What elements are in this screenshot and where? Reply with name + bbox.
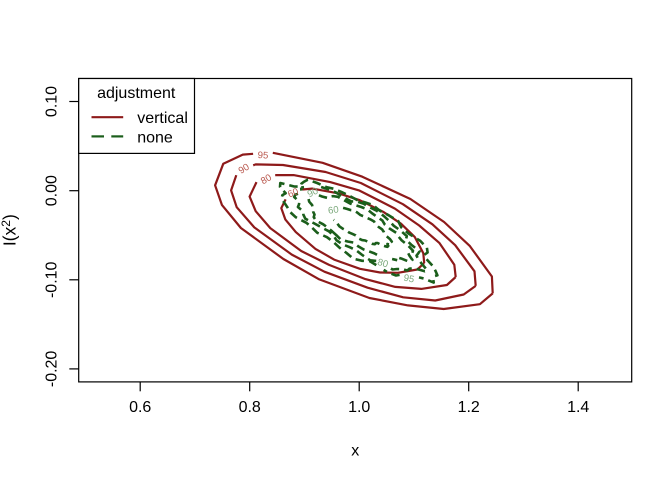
svg-text:vertical: vertical (137, 110, 188, 127)
svg-text:0.6: 0.6 (129, 399, 151, 416)
svg-text:I(x2): I(x2) (0, 214, 20, 246)
svg-text:1.0: 1.0 (348, 399, 370, 416)
svg-text:none: none (137, 129, 173, 146)
svg-text:1.4: 1.4 (567, 399, 589, 416)
svg-text:-0.10: -0.10 (43, 261, 60, 298)
svg-text:adjustment: adjustment (97, 85, 176, 102)
svg-text:1.2: 1.2 (458, 399, 480, 416)
svg-text:0.00: 0.00 (43, 175, 60, 206)
svg-text:-0.20: -0.20 (43, 351, 60, 388)
svg-text:x: x (351, 442, 359, 459)
svg-text:0.10: 0.10 (43, 86, 60, 117)
svg-text:0.8: 0.8 (239, 399, 261, 416)
